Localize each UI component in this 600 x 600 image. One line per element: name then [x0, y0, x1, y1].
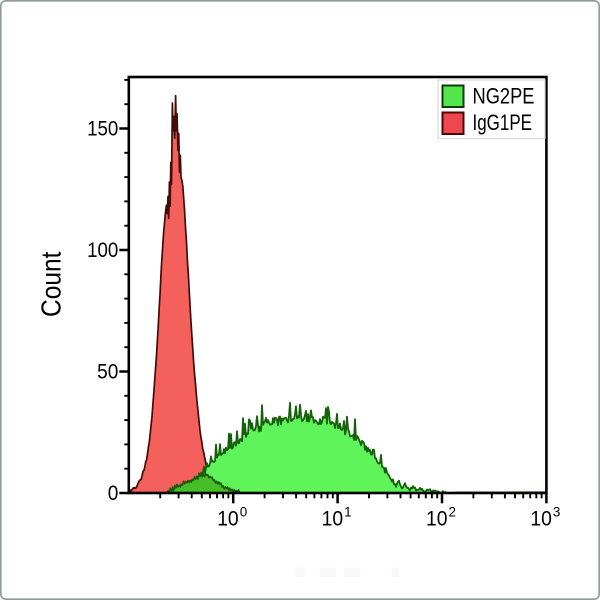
- svg-text:3: 3: [553, 505, 561, 520]
- svg-text:Count: Count: [36, 251, 67, 317]
- svg-text:10: 10: [217, 506, 239, 530]
- svg-text:100: 100: [87, 239, 118, 262]
- svg-text:IgG1PE: IgG1PE: [473, 110, 533, 135]
- svg-text:10: 10: [322, 506, 344, 530]
- svg-text:50: 50: [97, 361, 118, 384]
- svg-text:0: 0: [240, 505, 248, 520]
- svg-text:1: 1: [344, 505, 352, 520]
- svg-text:10: 10: [426, 506, 448, 530]
- svg-text:2: 2: [449, 505, 457, 520]
- svg-text:0: 0: [108, 482, 119, 505]
- svg-text:10: 10: [530, 506, 552, 530]
- svg-text:NG2PE: NG2PE: [473, 84, 535, 109]
- svg-text:150: 150: [87, 118, 118, 141]
